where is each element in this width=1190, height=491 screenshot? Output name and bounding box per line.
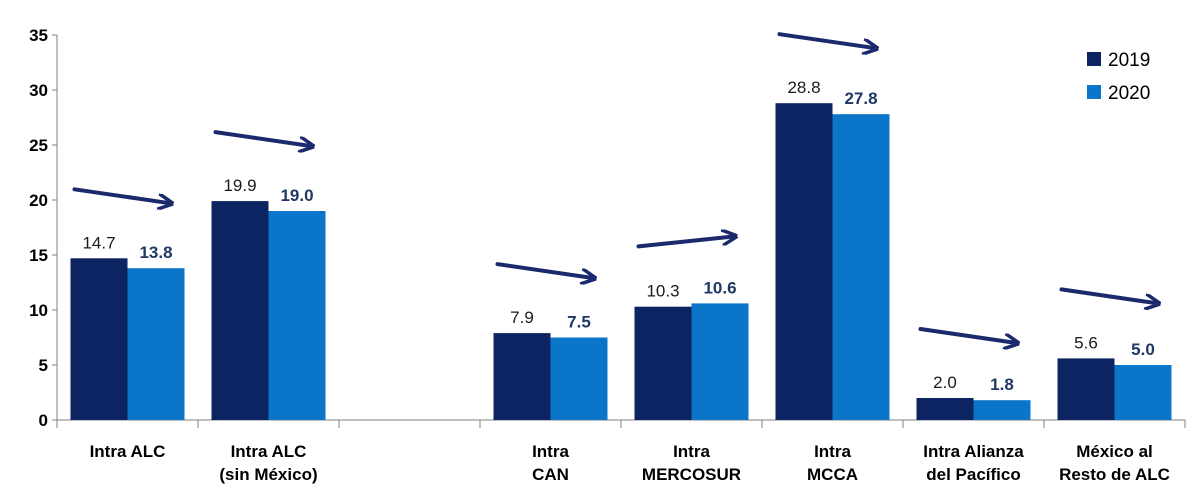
data-label-2019: 7.9 (510, 308, 534, 327)
value-labels: 14.7 13.8 19.9 19.0 7.9 7.5 10.3 10.6 28.8 27.8 2.… (82, 78, 1154, 394)
trend-arrow-down (1059, 287, 1158, 303)
bar-2020 (832, 114, 890, 420)
bar-2019 (1057, 358, 1115, 420)
y-tick-label: 20 (29, 191, 48, 210)
bars (70, 103, 1172, 420)
data-label-2020: 7.5 (567, 313, 591, 332)
trend-arrow-up (636, 236, 735, 249)
legend-swatch-2019 (1087, 52, 1101, 66)
data-label-2019: 5.6 (1074, 333, 1098, 352)
category-label: Intra (673, 442, 710, 461)
legend-label-2020: 2020 (1108, 83, 1150, 104)
bar-2019 (70, 258, 128, 420)
bar-2020 (268, 211, 326, 420)
data-label-2019: 14.7 (82, 233, 115, 252)
y-tick-label: 5 (39, 356, 48, 375)
legend-label-2019: 2019 (1108, 50, 1150, 71)
category-label: Intra (532, 442, 569, 461)
trend-arrows (72, 32, 1158, 343)
data-label-2020: 13.8 (139, 243, 172, 262)
bar-2020 (691, 303, 749, 420)
y-tick-label: 15 (29, 246, 48, 265)
category-label: Intra ALC (231, 442, 307, 461)
bar-2019 (211, 201, 269, 420)
trend-arrow-down (777, 32, 876, 48)
data-label-2019: 19.9 (223, 176, 256, 195)
y-axis: 0 5 10 15 20 25 30 35 (29, 26, 58, 430)
data-label-2019: 28.8 (787, 78, 820, 97)
bar-2019 (916, 398, 974, 420)
data-label-2020: 10.6 (703, 278, 736, 297)
category-label: Resto de ALC (1059, 465, 1170, 484)
data-label-2020: 27.8 (844, 89, 877, 108)
category-label: Intra ALC (90, 442, 166, 461)
bar-2019 (775, 103, 833, 420)
y-tick-label: 30 (29, 81, 48, 100)
bar-2020 (973, 400, 1031, 420)
data-label-2020: 5.0 (1131, 340, 1155, 359)
trend-arrow-down (72, 187, 171, 203)
trend-arrow-down (213, 130, 312, 146)
bar-2020 (127, 268, 185, 420)
bar-2020 (1114, 365, 1172, 420)
category-label: Intra (814, 442, 851, 461)
category-label: MERCOSUR (642, 465, 741, 484)
x-axis (56, 419, 1186, 428)
category-label: del Pacífico (926, 465, 1020, 484)
y-tick-label: 0 (39, 411, 48, 430)
legend: 2019 2020 (1087, 50, 1150, 104)
trend-arrow-down (495, 262, 594, 278)
trend-arrow-down (918, 327, 1017, 343)
y-tick-label: 25 (29, 136, 48, 155)
bar-2019 (634, 306, 692, 420)
legend-swatch-2020 (1087, 85, 1101, 99)
category-label: (sin México) (219, 465, 317, 484)
data-label-2020: 19.0 (280, 186, 313, 205)
bar-2020 (550, 337, 608, 420)
data-label-2019: 10.3 (646, 282, 679, 301)
category-label: Intra Alianza (923, 442, 1024, 461)
y-tick-label: 10 (29, 301, 48, 320)
category-label: MCCA (807, 465, 858, 484)
category-label: México al (1076, 442, 1153, 461)
y-tick-label: 35 (29, 26, 48, 45)
data-label-2019: 2.0 (933, 373, 957, 392)
bar-2019 (493, 333, 551, 420)
category-label: CAN (532, 465, 569, 484)
data-label-2020: 1.8 (990, 375, 1014, 394)
category-labels: Intra ALC Intra ALC (sin México) Intra CAN In… (90, 442, 1170, 484)
